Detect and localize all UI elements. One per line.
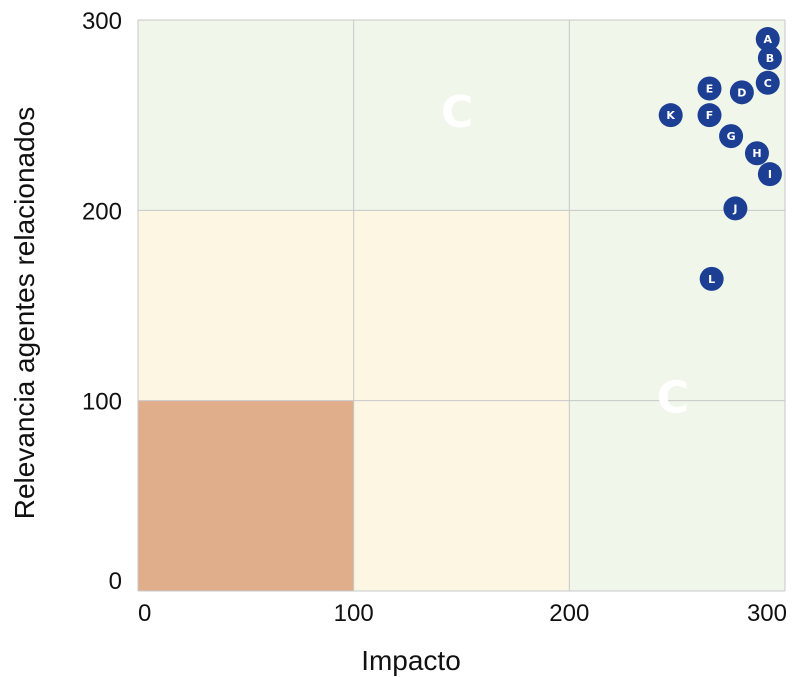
data-points: ABC D EFG HI J K L bbox=[658, 27, 782, 291]
zone-0 bbox=[138, 400, 354, 591]
x-tick-label: 300 bbox=[747, 600, 787, 627]
point-label: E bbox=[706, 83, 714, 96]
point-marker bbox=[744, 141, 769, 166]
point-g: G bbox=[719, 124, 744, 149]
zone-label: C bbox=[657, 373, 689, 424]
point-label: K bbox=[666, 109, 675, 122]
point-marker bbox=[723, 196, 748, 221]
y-tick-label: 0 bbox=[109, 568, 122, 595]
zone-labels: CC bbox=[441, 87, 689, 424]
point-k: K bbox=[658, 103, 683, 128]
point-f: F bbox=[697, 103, 722, 128]
y-tick-label: 300 bbox=[82, 8, 122, 35]
y-axis-title: Relevancia agentes relacionados bbox=[9, 107, 40, 520]
x-tick-label: 200 bbox=[549, 600, 589, 627]
point-label: C bbox=[764, 77, 772, 90]
point-marker bbox=[729, 80, 754, 105]
point-label: F bbox=[706, 109, 714, 122]
point-label: D bbox=[737, 86, 746, 99]
point-l: L bbox=[699, 266, 724, 291]
x-tick-label: 0 bbox=[138, 600, 151, 627]
zone-3 bbox=[353, 210, 570, 401]
point-marker bbox=[697, 76, 722, 101]
point-marker bbox=[697, 103, 722, 128]
point-c: C bbox=[755, 70, 780, 95]
point-a: A bbox=[755, 27, 780, 52]
point-i: I bbox=[757, 162, 782, 187]
point-label: B bbox=[766, 52, 774, 65]
y-tick-label: 100 bbox=[82, 389, 122, 416]
point-label: A bbox=[763, 33, 772, 46]
point-label: I bbox=[768, 168, 772, 181]
point-marker bbox=[755, 70, 780, 95]
grid-layer bbox=[137, 19, 786, 592]
x-axis-title: Impacto bbox=[361, 645, 461, 676]
zone-1 bbox=[353, 400, 570, 591]
point-label: H bbox=[752, 147, 761, 160]
point-marker bbox=[658, 103, 683, 128]
point-marker bbox=[719, 124, 744, 149]
point-marker bbox=[757, 46, 782, 71]
point-e: E bbox=[697, 76, 722, 101]
point-label: J bbox=[732, 202, 737, 215]
point-label: G bbox=[727, 130, 736, 143]
axis-ticks: 0 100 200 300 0 100 200 300 bbox=[82, 8, 787, 627]
zone-2 bbox=[138, 210, 354, 401]
point-marker bbox=[757, 162, 782, 187]
point-b: B bbox=[757, 46, 782, 71]
point-marker bbox=[755, 27, 780, 52]
point-d: D bbox=[729, 80, 754, 105]
point-label: L bbox=[708, 273, 715, 286]
point-j: J bbox=[723, 196, 748, 221]
y-tick-label: 200 bbox=[82, 198, 122, 225]
zone-label: C bbox=[441, 87, 473, 138]
x-tick-label: 100 bbox=[334, 600, 374, 627]
point-marker bbox=[699, 266, 724, 291]
point-h: H bbox=[744, 141, 769, 166]
